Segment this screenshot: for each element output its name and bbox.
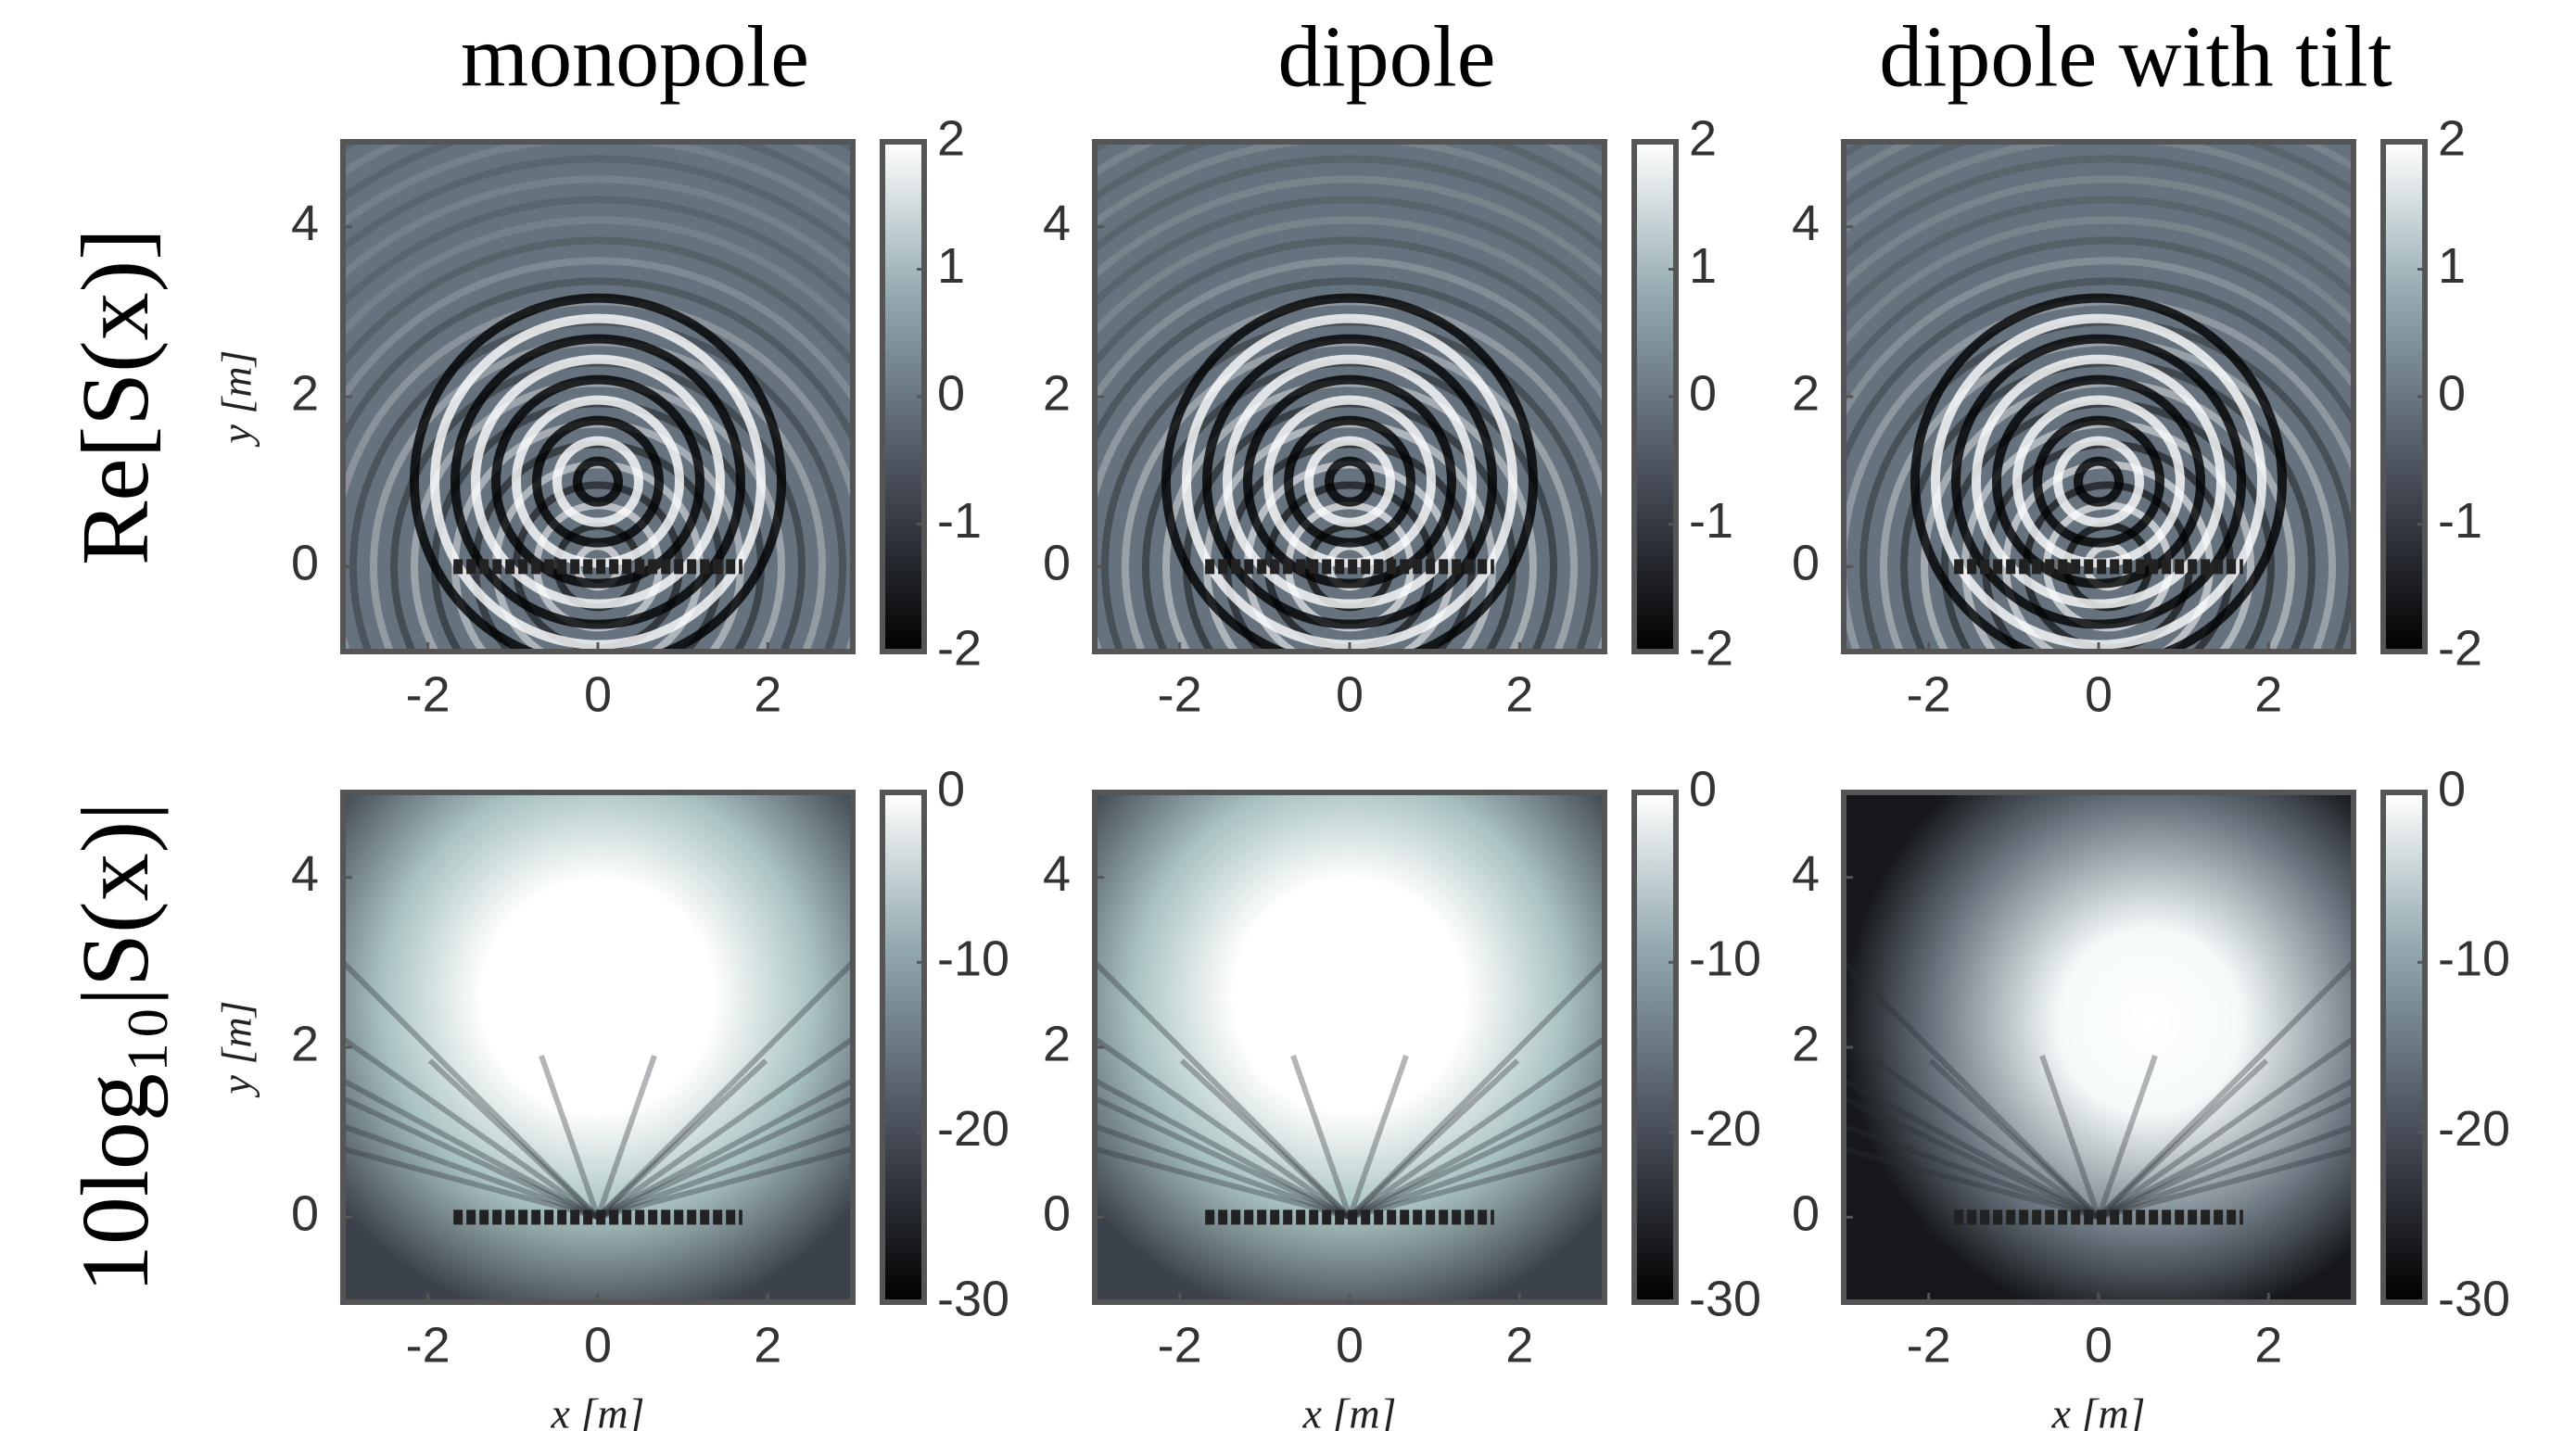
y-tick-label: 0 [1792,1186,1820,1242]
colorbar-tick-label: -2 [937,620,982,676]
colorbar-tick-label: -1 [1689,493,1733,549]
x-tick-label: -2 [1907,666,1951,722]
x-tick-label: 2 [1505,666,1533,722]
colorbar-tick-label: 0 [2438,761,2466,817]
heatmap [0,758,1225,1302]
colorbar-tick-label: 0 [1689,761,1717,817]
colorbar-tick-label: 2 [937,110,965,166]
y-tick-label: 2 [1043,1016,1071,1071]
y-tick-label: 4 [291,846,319,902]
colorbar-tick-label: 0 [2438,365,2466,421]
y-tick-label: 0 [291,536,319,591]
x-tick-label: -2 [1158,666,1202,722]
y-tick-label: 4 [1043,196,1071,251]
x-tick-label: -2 [1907,1317,1951,1373]
y-axis-label: y [m] [213,1001,260,1098]
column-title: dipole [1278,9,1496,106]
colorbar [882,792,924,1302]
y-tick-label: 0 [1043,1186,1071,1242]
y-tick-label: 2 [1792,1016,1820,1071]
y-tick-label: 2 [291,365,319,421]
y-tick-label: 0 [1792,536,1820,591]
x-axis-label: x [m] [2051,1390,2146,1431]
x-tick-label: 0 [2085,666,2113,722]
x-tick-label: -2 [406,666,450,722]
figure: monopoledipoledipole with tiltRe[S(x)]10… [0,0,2576,1431]
colorbar-tick-label: -10 [2438,931,2510,987]
colorbar-tick-label: -30 [2438,1271,2510,1326]
colorbar-tick-label: -2 [1689,620,1733,676]
colorbar-tick-label: 1 [1689,238,1717,294]
colorbar-tick-label: 0 [1689,365,1717,421]
colorbar-tick-label: -30 [937,1271,1009,1326]
y-tick-label: 0 [291,1186,319,1242]
colorbar-tick-label: 1 [937,238,965,294]
y-tick-label: 4 [291,196,319,251]
y-tick-label: 4 [1043,846,1071,902]
colorbar-tick-label: -1 [2438,493,2482,549]
y-tick-label: 2 [291,1016,319,1071]
colorbar-tick-label: 1 [2438,238,2466,294]
y-tick-label: 4 [1792,846,1820,902]
colorbar-tick-label: 0 [937,365,965,421]
x-tick-label: 0 [1336,666,1364,722]
x-tick-label: 2 [2254,1317,2282,1373]
x-tick-label: 0 [2085,1317,2113,1373]
x-tick-label: 0 [584,666,612,722]
column-title: dipole with tilt [1879,9,2392,106]
y-tick-label: 2 [1043,365,1071,421]
field-background [1844,792,2354,1302]
field-background [343,792,853,1302]
x-axis-label: x [m] [1302,1390,1397,1431]
colorbar [2383,792,2425,1302]
colorbar-tick-label: 0 [937,761,965,817]
colorbar-tick-label: -10 [1689,931,1761,987]
colorbar-tick-label: -1 [937,493,982,549]
x-tick-label: 0 [1336,1317,1364,1373]
colorbar-tick-label: -10 [937,931,1009,987]
y-axis-label: y [m] [213,350,260,448]
y-tick-label: 4 [1792,196,1820,251]
x-tick-label: -2 [1158,1317,1202,1373]
column-title: monopole [461,9,809,106]
colorbar-tick-label: -30 [1689,1271,1761,1326]
colorbar-tick-label: -20 [937,1101,1009,1157]
x-tick-label: 0 [584,1317,612,1373]
row-label: Re[S(x)] [62,228,169,565]
colorbar-tick-label: 2 [1689,110,1717,166]
colorbar-tick-label: -2 [2438,620,2482,676]
x-tick-label: 2 [754,666,781,722]
colorbar-tick-label: -20 [2438,1101,2510,1157]
x-tick-label: -2 [406,1317,450,1373]
y-tick-label: 2 [1792,365,1820,421]
colorbar-tick-label: 2 [2438,110,2466,166]
colorbar [1634,792,1676,1302]
colorbar-tick-label: -20 [1689,1101,1761,1157]
row-label: 10log₁₀|S(x)| [62,802,169,1293]
x-axis-label: x [m] [551,1390,645,1431]
x-tick-label: 2 [2254,666,2282,722]
x-tick-label: 2 [754,1317,781,1373]
x-tick-label: 2 [1505,1317,1533,1373]
y-tick-label: 0 [1043,536,1071,591]
field-background [1095,792,1605,1302]
